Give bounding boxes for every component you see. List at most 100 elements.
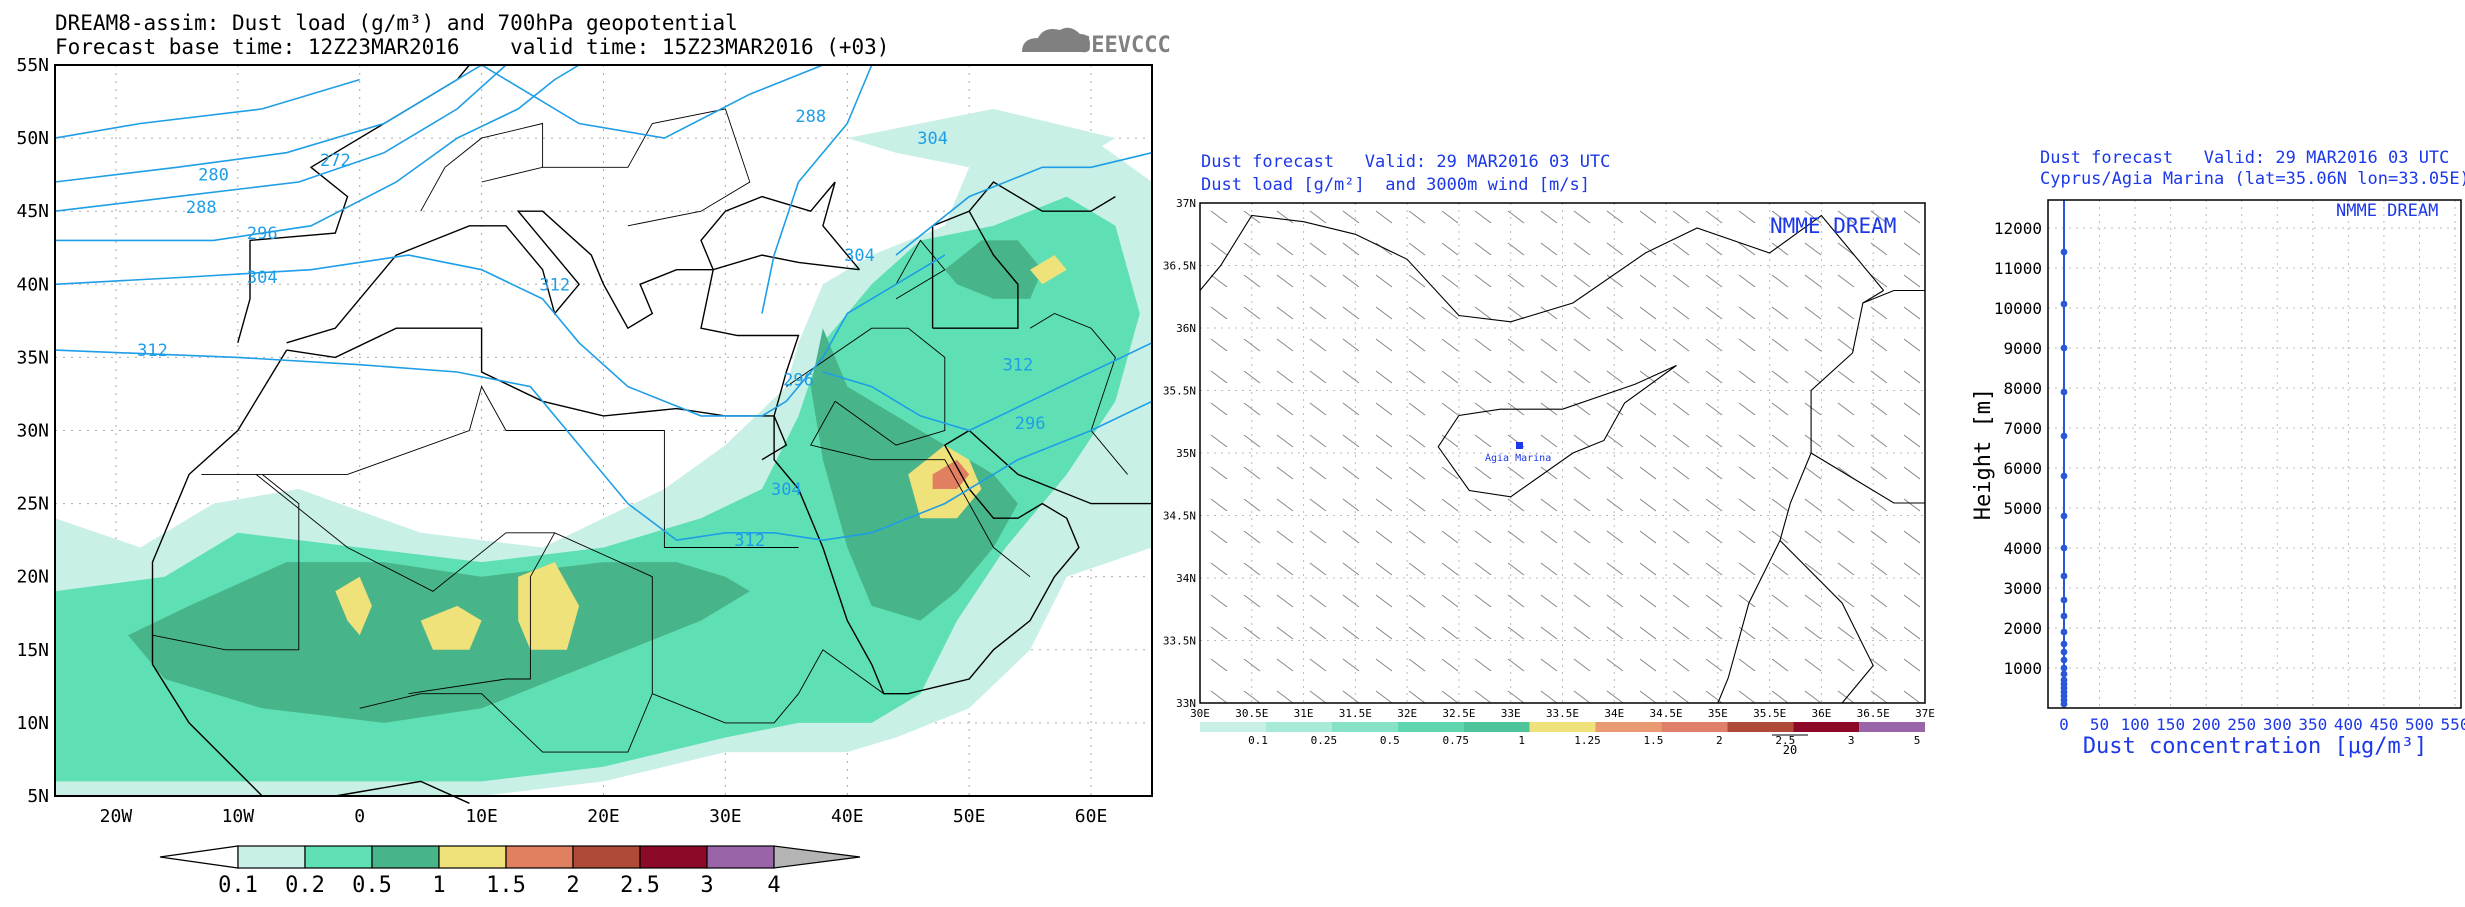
geopotential-contours [54,64,1153,542]
profile-point [2060,572,2068,580]
legend-label: 0.2 [285,873,325,898]
svg-text:312: 312 [1003,356,1034,376]
x-tick-label: 0 [2059,715,2069,734]
contour-label: 304 [844,246,875,266]
y-tick-label: 12000 [1994,219,2042,238]
legend-swatch [1727,722,1794,732]
coastline [1717,290,1884,704]
contour-labels: 272 280 288 296 304 312 288 296 304 312 304 312 296 3… [137,107,1045,551]
legend-label: 2.5 [1775,734,1795,747]
lon-label: 20E [587,806,620,827]
lat-label: 37N [1176,197,1196,210]
coastline [151,349,470,804]
dust-region [420,605,482,650]
dust-load-map: DREAM8-assim: Dust load (g/m³) and 700hP… [16,11,1170,898]
lat-label: 20N [16,567,49,588]
dust-region [335,576,372,636]
legend-label: 1 [432,873,445,898]
legend-swatch [1661,722,1728,732]
wind-reference-label: 20 [1783,743,1797,757]
contour-line [895,151,1153,256]
coastline [286,210,800,417]
lon-label: 50E [953,806,986,827]
country-border [1029,312,1128,475]
nmme-dream-watermark: NMME DREAM [2336,201,2438,221]
lon-label: 10W [222,806,255,827]
profile-point [2060,472,2068,480]
latitude-labels: 37N 36.5N 36N 35.5N 35N 34.5N 34N 33.5N 33N [1163,197,1196,710]
lon-label: 33.5E [1546,707,1579,720]
coastline [1810,452,1925,504]
coastline [1862,289,1925,304]
profile-point [2060,544,2068,552]
lat-label: 15N [16,640,49,661]
profile-point [2060,664,2068,672]
legend-swatch [1331,722,1398,732]
lon-label: 35.5E [1753,707,1786,720]
x-tick-label: 400 [2334,715,2363,734]
profile-point [2060,248,2068,256]
contour-label: 304 [917,129,948,149]
y-axis-label: Height [m] [1971,388,1996,520]
lat-label: 30N [16,421,49,442]
contour-label: 288 [795,107,826,127]
legend-label: 5 [1914,734,1921,747]
svg-text:272: 272 [320,151,351,171]
lon-label: 32E [1397,707,1417,720]
map-title-line2: Forecast base time: 12Z23MAR2016 valid t… [55,35,889,59]
profile-point [2060,676,2068,684]
legend-swatch [1529,722,1596,732]
svg-text:296: 296 [1015,414,1046,434]
cyprus-title-line2: Dust load [g/m²] and 3000m wind [m/s] [1201,175,1590,195]
svg-text:312: 312 [539,275,570,295]
svg-text:288: 288 [795,107,826,127]
y-tick-label: 5000 [2003,499,2042,518]
legend-swatch [639,845,708,869]
svg-text:SEEVCCC: SEEVCCC [1078,33,1171,58]
y-tick-label: 7000 [2003,419,2042,438]
profile-title-line2: Cyprus/Agia Marina (lat=35.06N lon=33.05… [2040,169,2465,189]
legend-label: 4 [767,873,780,898]
legend-label: 0.5 [1380,734,1400,747]
legend-swatch [505,845,574,869]
dust-fill-layer [55,65,1152,796]
lon-label: 33E [1501,707,1521,720]
contour-line [761,64,873,314]
coastlines [1199,214,1925,704]
contour-label: 312 [1003,356,1034,376]
country-border [542,108,751,227]
longitude-labels: 20W 10W 0 10E 20E 30E 40E 50E 60E [100,806,1108,827]
legend-label: 0.5 [352,873,392,898]
country-border [201,385,799,548]
svg-text:312: 312 [734,531,765,551]
lat-label: 34N [1176,572,1196,585]
country-border [420,122,544,212]
legend-swatch [1793,722,1860,732]
profile-point [2060,596,2068,604]
x-tick-label: 500 [2405,715,2434,734]
plot-frame [2047,199,2462,709]
contour-label: 280 [198,166,229,186]
lon-label: 30E [709,806,742,827]
legend-label: 3 [700,873,713,898]
y-tick-labels: 1000 2000 3000 4000 5000 6000 7000 8000 9000 1000… [1994,219,2042,678]
x-axis-label: Dust concentration [μg/m³] [2083,734,2427,759]
contour-label: 304 [247,268,278,288]
lat-label: 10N [16,713,49,734]
legend-label: 0.1 [218,873,258,898]
x-tick-label: 250 [2227,715,2256,734]
lat-label: 45N [16,201,49,222]
profile-point [2060,628,2068,636]
contour-line [481,64,824,139]
contour-label: 296 [1015,414,1046,434]
x-tick-label: 200 [2192,715,2221,734]
contour-line [822,342,1153,432]
contour-label: 312 [137,341,168,361]
profile-point [2060,612,2068,620]
grid-lines [1200,203,1925,703]
legend-swatch [1200,722,1266,732]
lon-label: 20W [100,806,133,827]
legend-label: 3 [1848,734,1855,747]
dust-profile-panel: Dust forecast Valid: 29 MAR2016 03 UTC C… [1950,0,2465,907]
map-title-line1: DREAM8-assim: Dust load (g/m³) and 700hP… [55,11,738,35]
